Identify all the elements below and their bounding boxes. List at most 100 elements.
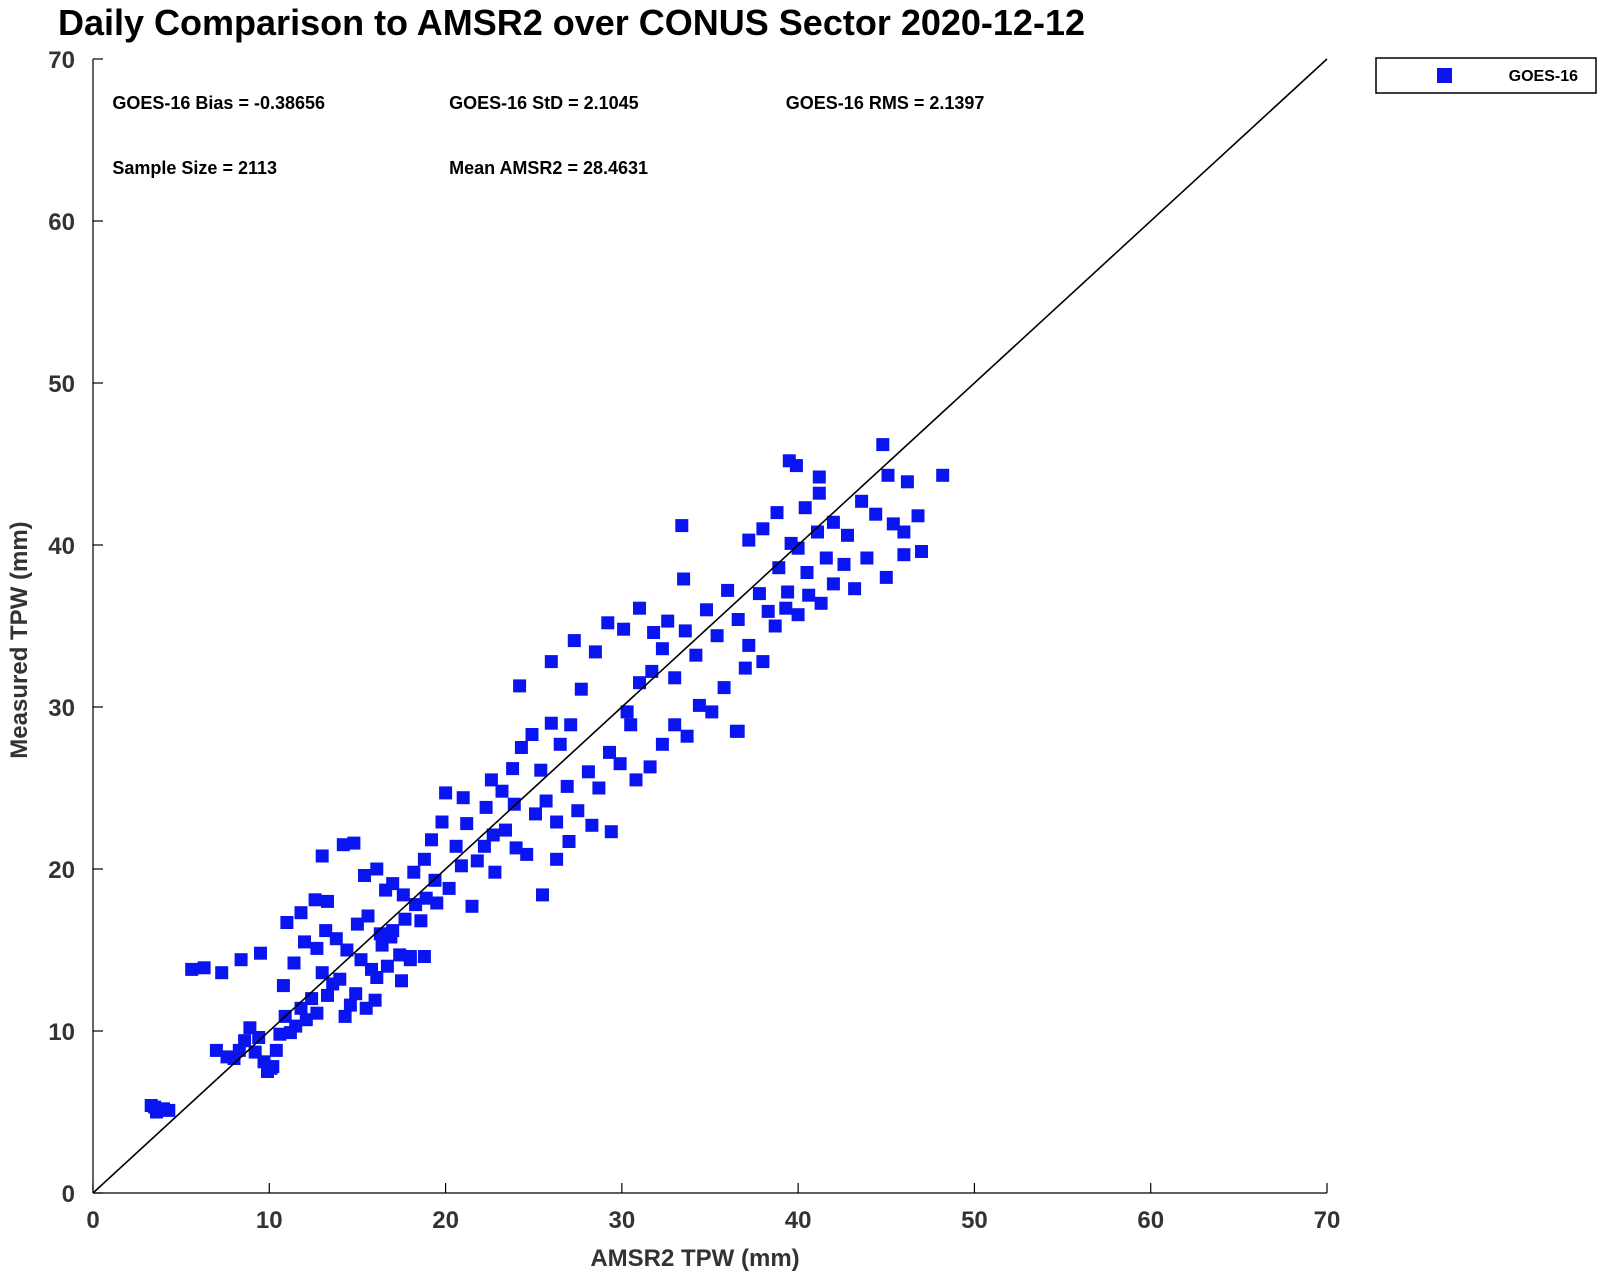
data-point bbox=[340, 943, 354, 957]
data-point bbox=[717, 681, 731, 695]
data-point bbox=[403, 953, 417, 967]
data-point bbox=[308, 893, 322, 907]
data-points bbox=[144, 438, 950, 1119]
data-point bbox=[435, 815, 449, 829]
data-point bbox=[370, 971, 384, 984]
data-point bbox=[454, 859, 468, 873]
data-point bbox=[629, 773, 643, 787]
y-tick-label: 40 bbox=[48, 533, 75, 560]
data-point bbox=[869, 507, 883, 521]
data-point bbox=[428, 873, 442, 887]
data-point bbox=[407, 865, 421, 879]
data-point bbox=[409, 898, 423, 912]
data-point bbox=[897, 525, 911, 539]
data-point bbox=[897, 548, 911, 562]
data-point bbox=[768, 619, 782, 633]
x-tick-label: 30 bbox=[609, 1207, 636, 1234]
data-point bbox=[354, 953, 368, 967]
data-point bbox=[881, 468, 895, 482]
data-point bbox=[329, 932, 343, 946]
data-point bbox=[770, 506, 784, 520]
data-point bbox=[499, 823, 512, 837]
data-point bbox=[731, 613, 745, 626]
chart-title: Daily Comparison to AMSR2 over CONUS Sec… bbox=[58, 2, 1085, 43]
data-point bbox=[266, 1060, 280, 1074]
y-tick-label: 70 bbox=[48, 47, 75, 74]
data-point bbox=[425, 833, 438, 847]
x-tick-label: 20 bbox=[432, 1207, 459, 1234]
data-point bbox=[520, 847, 534, 861]
data-point bbox=[689, 648, 703, 662]
data-point bbox=[396, 888, 410, 902]
stat-text: Sample Size = 2113 bbox=[112, 158, 277, 178]
data-point bbox=[604, 825, 618, 839]
data-point bbox=[571, 804, 585, 818]
data-point bbox=[798, 501, 812, 515]
data-point bbox=[529, 807, 542, 821]
data-point bbox=[779, 601, 793, 615]
data-point bbox=[710, 629, 724, 643]
x-tick-label: 70 bbox=[1314, 1207, 1341, 1234]
data-point bbox=[234, 953, 248, 967]
y-tick-label: 0 bbox=[62, 1181, 75, 1208]
data-point bbox=[860, 551, 874, 565]
data-point bbox=[585, 818, 599, 832]
data-point bbox=[705, 705, 719, 719]
data-point bbox=[338, 1009, 352, 1023]
data-point bbox=[617, 622, 631, 636]
data-point bbox=[886, 517, 900, 531]
data-point bbox=[536, 888, 549, 902]
stat-text: GOES-16 StD = 2.1045 bbox=[449, 93, 639, 113]
data-point bbox=[826, 515, 840, 529]
data-point bbox=[645, 664, 659, 678]
data-point bbox=[781, 585, 795, 599]
axes-frame bbox=[92, 59, 1327, 1194]
legend: GOES-16 bbox=[1375, 57, 1597, 94]
data-point bbox=[814, 596, 828, 610]
data-point bbox=[299, 1013, 313, 1027]
data-point bbox=[826, 577, 840, 591]
data-point bbox=[603, 745, 616, 759]
stats-annotations: GOES-16 Bias = -0.38656 GOES-16 StD = 2.1… bbox=[112, 93, 984, 178]
x-tick-label: 10 bbox=[256, 1207, 283, 1234]
x-tick-label: 50 bbox=[961, 1207, 988, 1234]
data-point bbox=[419, 891, 433, 905]
data-point bbox=[465, 899, 479, 913]
data-point bbox=[680, 729, 694, 743]
data-point bbox=[148, 1100, 162, 1114]
data-point bbox=[361, 909, 375, 923]
y-tick-label: 30 bbox=[48, 695, 75, 722]
data-point bbox=[336, 838, 350, 852]
data-point bbox=[567, 634, 581, 648]
y-tick-label: 10 bbox=[48, 1019, 75, 1046]
data-point bbox=[819, 551, 833, 565]
data-point bbox=[721, 583, 735, 597]
data-point bbox=[289, 1019, 303, 1033]
data-point bbox=[456, 791, 470, 805]
data-point bbox=[215, 966, 229, 980]
data-point bbox=[368, 993, 382, 1007]
data-point bbox=[811, 525, 824, 539]
data-point bbox=[643, 760, 657, 774]
data-point bbox=[677, 572, 691, 586]
data-point bbox=[700, 603, 713, 617]
data-point bbox=[800, 566, 814, 579]
data-point bbox=[544, 655, 558, 669]
data-point bbox=[550, 852, 564, 866]
data-point bbox=[315, 966, 329, 980]
data-point bbox=[560, 779, 574, 793]
data-point bbox=[668, 671, 682, 685]
data-point bbox=[321, 988, 334, 1002]
data-point bbox=[633, 601, 646, 615]
data-point bbox=[789, 459, 803, 473]
data-point bbox=[349, 987, 363, 1001]
data-point bbox=[315, 849, 329, 863]
data-point bbox=[655, 737, 669, 751]
data-point bbox=[655, 642, 669, 656]
data-point bbox=[470, 854, 484, 868]
y-tick-label: 60 bbox=[48, 209, 75, 236]
data-point bbox=[544, 716, 558, 730]
legend-marker-goes16 bbox=[1437, 68, 1452, 83]
data-point bbox=[772, 561, 786, 575]
data-point bbox=[761, 604, 775, 618]
